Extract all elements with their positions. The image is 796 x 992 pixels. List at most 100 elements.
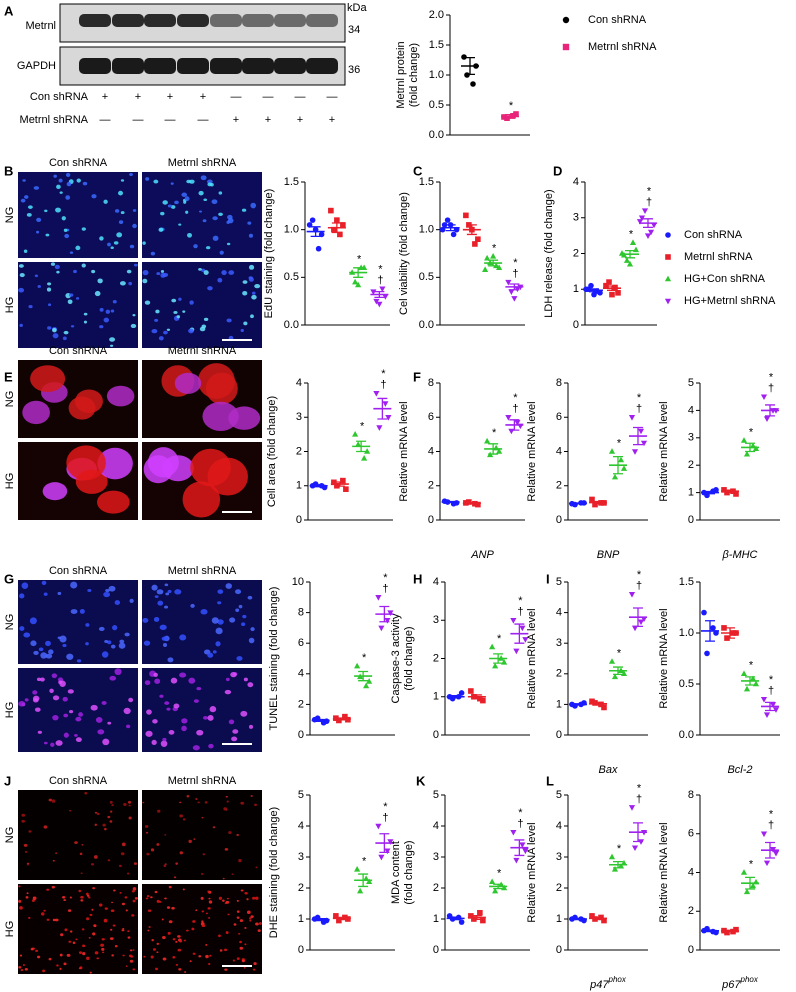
micrograph-cell (246, 898, 249, 901)
micrograph-cell (225, 583, 232, 589)
significance-mark: * (378, 264, 383, 276)
blot-sign: — (100, 114, 111, 126)
micrograph-cell (62, 336, 67, 341)
blot-band-size: 36 (348, 64, 360, 76)
significance-mark: * (617, 437, 622, 449)
micrograph-cell (155, 967, 158, 971)
micrograph-cell (125, 965, 128, 968)
data-point (331, 479, 337, 486)
micrograph-cell (179, 634, 187, 641)
data-point (513, 648, 520, 655)
blot-row-name: Metrnl shRNA (20, 114, 89, 126)
micrograph-cell (240, 889, 244, 892)
micrograph-cell (37, 285, 41, 288)
micrograph-cell (27, 205, 33, 209)
micrograph-cell (152, 719, 158, 724)
micrograph-cell (132, 949, 135, 951)
error-bar (493, 883, 504, 890)
micrograph-cell (32, 690, 38, 695)
micrograph (142, 262, 262, 348)
micrograph-cell (19, 323, 23, 327)
data-point (772, 850, 780, 857)
micrograph-cell (150, 251, 156, 256)
y-tick-label: 3 (298, 851, 304, 863)
micrograph-cell (68, 396, 96, 420)
significance-mark: † (512, 268, 518, 280)
data-point (522, 637, 529, 643)
micrograph (142, 790, 262, 880)
y-tick-label: 2 (296, 445, 302, 457)
x-axis-label-main: p67 (721, 979, 741, 991)
micrograph-cell (158, 227, 164, 232)
micrograph-cell (236, 833, 239, 837)
micrograph-cell (151, 739, 157, 746)
micrograph-cell (151, 939, 154, 942)
data-point (772, 707, 780, 713)
micrograph-cell (233, 923, 237, 926)
micrograph-cell (112, 300, 117, 304)
micrograph-cell (126, 269, 132, 274)
micrograph (142, 668, 262, 752)
y-tick-label: 1.0 (679, 627, 694, 639)
micrograph-cell (69, 251, 74, 254)
error-bar (358, 670, 369, 682)
micrograph-cell (18, 264, 24, 268)
micrograph-cell (179, 814, 184, 818)
micrograph-cell (167, 657, 174, 663)
micrograph-cell (162, 935, 166, 940)
data-point (637, 428, 645, 435)
data-point (626, 260, 634, 267)
x-axis-label-sup: phox (740, 975, 759, 984)
micrograph-cell (92, 932, 96, 936)
blot-sign: + (167, 91, 173, 103)
micrograph-cell (51, 673, 58, 679)
micrograph-cell (28, 830, 32, 833)
error-bar (765, 404, 775, 417)
micrograph-cell (36, 677, 42, 682)
micrograph-cell (114, 209, 120, 213)
significance-mark: * (492, 242, 497, 254)
micrograph-cell (85, 892, 89, 896)
micrograph-cell (218, 934, 221, 938)
micrograph-cell (251, 291, 256, 295)
micrograph-cell (188, 839, 192, 843)
micrograph-cell (64, 928, 68, 932)
micrograph-cell (156, 589, 164, 595)
legend-label: HG+Metrnl shRNA (684, 295, 776, 307)
data-point (733, 926, 739, 933)
significance-mark: * (617, 647, 622, 659)
blot-band (112, 14, 144, 27)
y-axis-label: (fold change) (408, 43, 420, 107)
error-bar (643, 218, 653, 229)
micrograph-cell (105, 309, 111, 314)
micrograph-cell (47, 303, 52, 307)
data-point (617, 456, 625, 463)
micrograph-cell (206, 179, 213, 184)
micrograph-cell (79, 609, 85, 614)
data-point (496, 448, 503, 454)
micrograph-cell (156, 899, 160, 903)
micrograph-cell (63, 330, 69, 335)
micrograph-cell (110, 928, 113, 931)
micrograph-cell (179, 851, 184, 855)
micrograph-cell (132, 314, 136, 317)
micrograph-cell (76, 178, 81, 183)
micrograph-cell (182, 818, 186, 821)
x-axis-label-main: Bax (599, 764, 618, 776)
micrograph-cell (64, 233, 70, 239)
micrograph-cell (121, 842, 126, 847)
panel-label: J (4, 773, 11, 788)
micrograph-cell (174, 372, 202, 394)
data-point (340, 222, 346, 228)
data-point (724, 929, 730, 936)
data-point (354, 662, 361, 669)
error-bar (633, 607, 643, 628)
micrograph-cell (101, 651, 109, 658)
legend-marker (562, 43, 570, 51)
micrograph-cell (143, 955, 146, 958)
data-point (740, 437, 748, 443)
significance-mark: † (636, 403, 642, 415)
data-point (492, 887, 499, 894)
micrograph-cell (189, 960, 192, 963)
micrograph-cell (217, 589, 224, 594)
